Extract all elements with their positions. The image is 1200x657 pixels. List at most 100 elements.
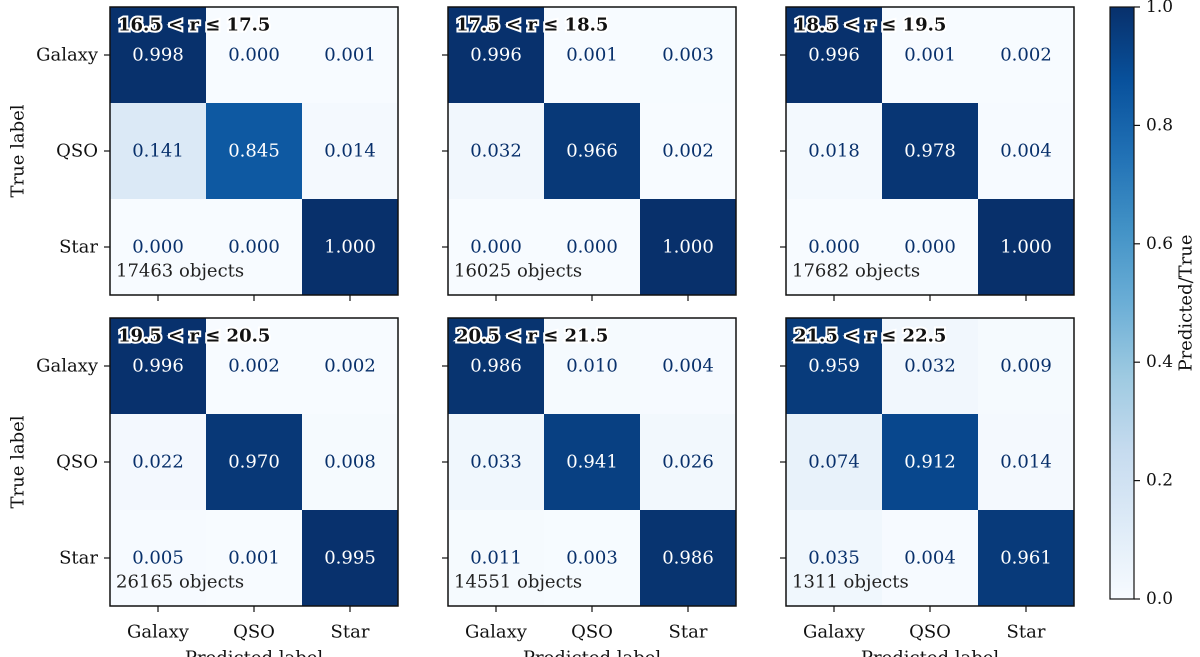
cell-value-label: 0.000 xyxy=(566,237,618,258)
colorbar-tick-label: 0.4 xyxy=(1146,352,1173,372)
heatmap-cell xyxy=(302,414,399,511)
heatmap-cell xyxy=(544,103,641,200)
heatmap-cell xyxy=(110,7,207,104)
heatmap-cell xyxy=(110,414,207,511)
heatmap-cell xyxy=(882,103,979,200)
cell-value-label: 0.026 xyxy=(662,452,714,473)
cell-value-label: 0.009 xyxy=(1000,356,1052,377)
cell-value-label: 1.000 xyxy=(1000,237,1052,258)
heatmap-cell xyxy=(206,318,303,415)
heatmap-cell xyxy=(640,103,737,200)
cell-value-label: 0.000 xyxy=(904,237,956,258)
cell-value-label: 0.002 xyxy=(324,356,376,377)
heatmap-cell xyxy=(786,510,883,607)
heatmap-cell xyxy=(302,103,399,200)
cell-value-label: 0.941 xyxy=(566,452,618,473)
y-tick-label: Galaxy xyxy=(36,45,99,66)
cell-value-label: 0.002 xyxy=(228,356,280,377)
cell-value-label: 0.000 xyxy=(228,45,280,66)
cell-value-label: 0.074 xyxy=(808,452,860,473)
cell-value-label: 0.035 xyxy=(808,548,860,569)
magnitude-range-label: 19.5 < r ≤ 20.5 xyxy=(118,326,270,347)
heatmap-cell xyxy=(640,199,737,296)
cell-value-label: 0.001 xyxy=(228,548,280,569)
magnitude-range-label: 17.5 < r ≤ 18.5 xyxy=(456,15,608,36)
heatmap-cell xyxy=(206,103,303,200)
cell-value-label: 0.008 xyxy=(324,452,376,473)
heatmap-cell xyxy=(640,7,737,104)
object-count-label: 26165 objects xyxy=(116,572,244,593)
cell-value-label: 0.966 xyxy=(566,141,618,162)
panels-layer: 0.998 0.000 0.001 0.141 0.845 0.014 0.000 0.000… xyxy=(8,6,1075,657)
cell-value-label: 0.032 xyxy=(470,141,522,162)
cell-value-label: 0.004 xyxy=(1000,141,1052,162)
colorbar-frame xyxy=(1109,6,1135,600)
cell-value-label: 0.978 xyxy=(904,141,956,162)
heatmap-cell xyxy=(448,7,545,104)
y-tick-label: QSO xyxy=(56,452,98,473)
cell-value-label: 0.032 xyxy=(904,356,956,377)
cell-value-label: 0.033 xyxy=(470,452,522,473)
cell-value-label: 0.996 xyxy=(132,356,184,377)
cell-value-label: 0.141 xyxy=(132,141,184,162)
x-axis-label: Predicted label xyxy=(523,648,662,657)
cell-value-label: 0.010 xyxy=(566,356,618,377)
x-tick-label: QSO xyxy=(571,622,613,643)
heatmap-cell xyxy=(544,510,641,607)
heatmap-cell xyxy=(110,199,207,296)
cell-value-label: 1.000 xyxy=(324,237,376,258)
heatmap-cell xyxy=(786,7,883,104)
heatmap-cell xyxy=(206,7,303,104)
heatmap-cell xyxy=(978,199,1075,296)
colorbar: 0.0 0.2 0.4 0.6 0.8 1.0 Predicted/True xyxy=(1109,0,1197,609)
cell-value-label: 0.001 xyxy=(324,45,376,66)
cell-value-label: 0.995 xyxy=(324,548,376,569)
cell-value-label: 0.000 xyxy=(132,237,184,258)
cell-value-label: 0.000 xyxy=(808,237,860,258)
heatmap-cell xyxy=(544,7,641,104)
cell-value-label: 1.000 xyxy=(662,237,714,258)
heatmap-cell xyxy=(786,103,883,200)
cell-value-label: 0.004 xyxy=(662,356,714,377)
cell-value-label: 0.004 xyxy=(904,548,956,569)
cell-value-label: 0.000 xyxy=(470,237,522,258)
colorbar-tick-label: 0.2 xyxy=(1146,471,1173,491)
heatmap-cell xyxy=(978,414,1075,511)
x-tick-label: Galaxy xyxy=(465,622,528,643)
cell-value-label: 0.001 xyxy=(566,45,618,66)
heatmap-cell xyxy=(786,318,883,415)
cell-value-label: 0.986 xyxy=(662,548,714,569)
cell-value-label: 0.961 xyxy=(1000,548,1052,569)
colorbar-tick-label: 1.0 xyxy=(1146,0,1173,17)
cell-value-label: 0.996 xyxy=(808,45,860,66)
cell-value-label: 0.912 xyxy=(904,452,956,473)
object-count-label: 16025 objects xyxy=(454,261,582,282)
object-count-label: 14551 objects xyxy=(454,572,582,593)
heatmap-cell xyxy=(544,199,641,296)
heatmap-cell xyxy=(448,199,545,296)
heatmap-cell xyxy=(110,318,207,415)
x-tick-label: Star xyxy=(331,622,370,643)
heatmap-cell xyxy=(302,7,399,104)
x-axis-label: Predicted label xyxy=(185,648,324,657)
colorbar-tick-label: 0.6 xyxy=(1146,234,1173,254)
cell-value-label: 0.959 xyxy=(808,356,860,377)
cell-value-label: 0.022 xyxy=(132,452,184,473)
x-axis-label: Predicted label xyxy=(861,648,1000,657)
y-axis-label: True label xyxy=(8,104,29,197)
cell-value-label: 0.996 xyxy=(470,45,522,66)
heatmap-cell xyxy=(448,414,545,511)
confusion-panel: 0.959 0.032 0.009 0.074 0.912 0.014 0.035 0.004… xyxy=(780,317,1075,657)
confusion-panel: 0.986 0.010 0.004 0.033 0.941 0.026 0.011 0.003… xyxy=(442,317,737,657)
heatmap-cell xyxy=(448,318,545,415)
magnitude-range-label: 16.5 < r ≤ 17.5 xyxy=(118,15,270,36)
heatmap-cell xyxy=(110,103,207,200)
heatmap-cell xyxy=(978,318,1075,415)
heatmap-cell xyxy=(640,510,737,607)
heatmap-cell xyxy=(544,318,641,415)
cell-value-label: 0.014 xyxy=(1000,452,1052,473)
heatmap-cell xyxy=(978,510,1075,607)
heatmap-cell xyxy=(978,103,1075,200)
heatmap-cell xyxy=(302,510,399,607)
